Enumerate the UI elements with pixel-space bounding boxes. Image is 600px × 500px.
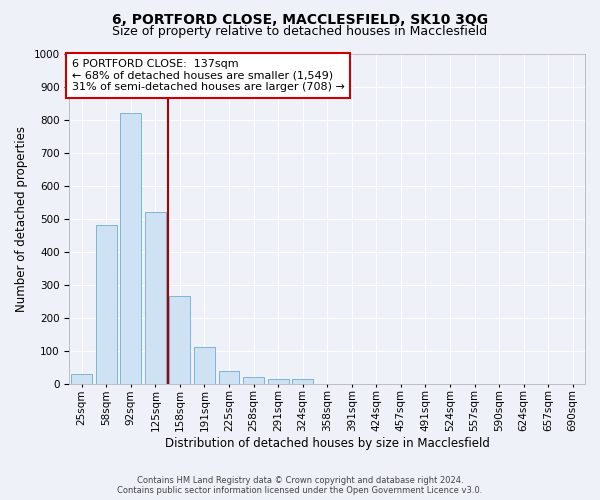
Text: Contains HM Land Registry data © Crown copyright and database right 2024.
Contai: Contains HM Land Registry data © Crown c… <box>118 476 482 495</box>
X-axis label: Distribution of detached houses by size in Macclesfield: Distribution of detached houses by size … <box>165 437 490 450</box>
Bar <box>169 296 190 384</box>
Bar <box>96 226 116 384</box>
Text: 6, PORTFORD CLOSE, MACCLESFIELD, SK10 3QG: 6, PORTFORD CLOSE, MACCLESFIELD, SK10 3Q… <box>112 12 488 26</box>
Text: Size of property relative to detached houses in Macclesfield: Size of property relative to detached ho… <box>112 25 488 38</box>
Bar <box>194 348 215 384</box>
Bar <box>71 374 92 384</box>
Bar <box>243 377 264 384</box>
Bar <box>145 212 166 384</box>
Y-axis label: Number of detached properties: Number of detached properties <box>15 126 28 312</box>
Text: 6 PORTFORD CLOSE:  137sqm
← 68% of detached houses are smaller (1,549)
31% of se: 6 PORTFORD CLOSE: 137sqm ← 68% of detach… <box>72 59 345 92</box>
Bar <box>268 379 289 384</box>
Bar <box>292 379 313 384</box>
Bar <box>218 370 239 384</box>
Bar <box>121 114 141 384</box>
